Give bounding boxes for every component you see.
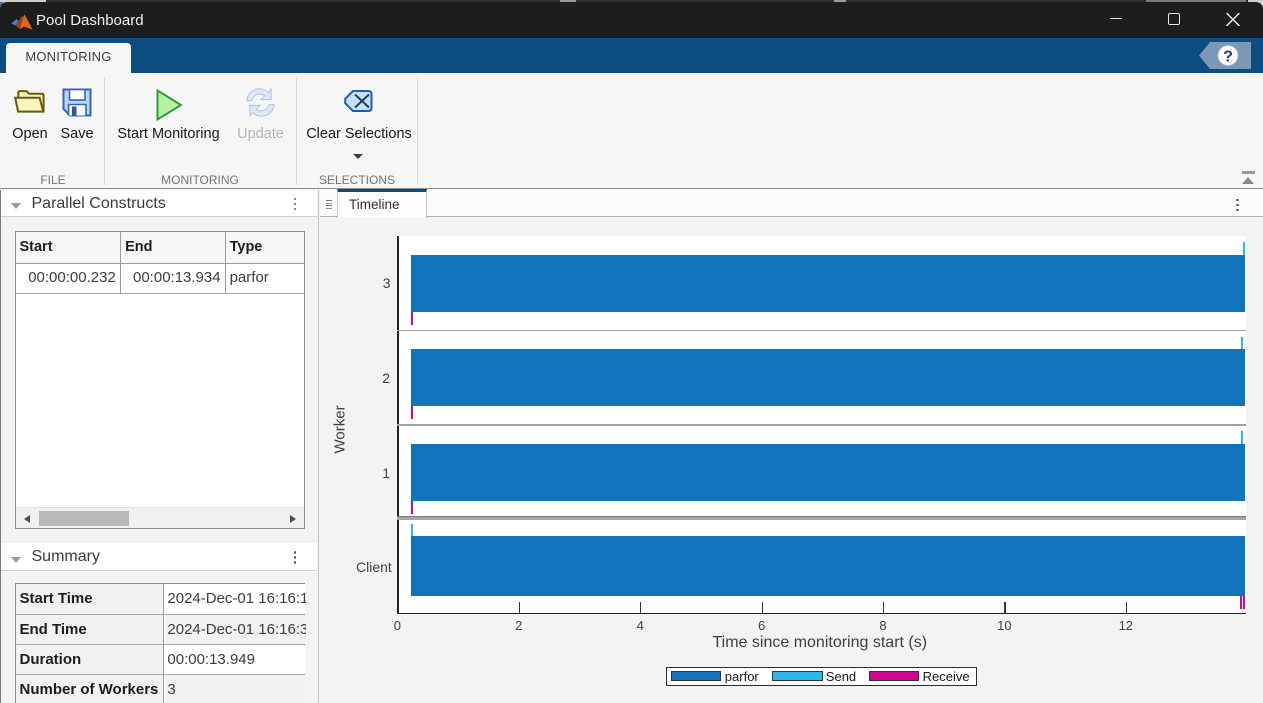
svg-text:?: ? [1223, 49, 1233, 66]
